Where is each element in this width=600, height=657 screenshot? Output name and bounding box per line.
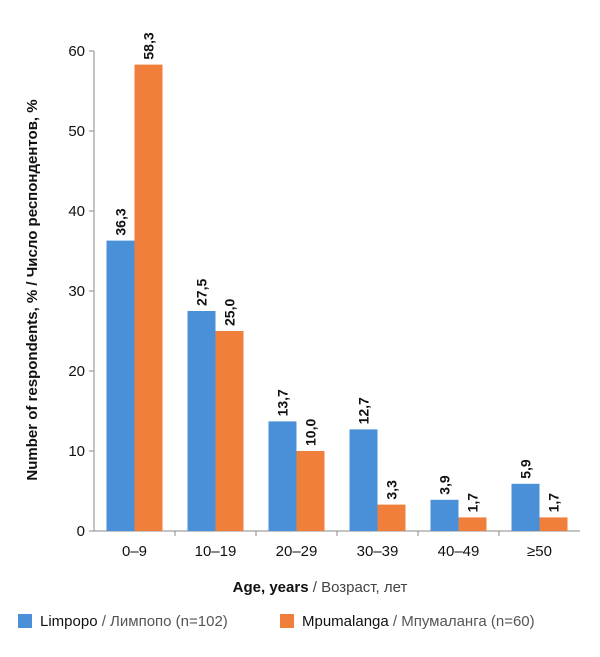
data-label-mpumalanga: 1,7 <box>465 493 481 513</box>
bar-mpumalanga <box>215 331 244 531</box>
data-label-limpopo: 5,9 <box>518 459 534 479</box>
legend-swatch-mpumalanga <box>280 614 294 628</box>
bar-mpumalanga <box>377 504 406 531</box>
y-tick-label: 30 <box>68 283 85 300</box>
legend-mpumalanga-main: Mpumalanga <box>302 613 389 630</box>
bar-mpumalanga <box>458 517 487 531</box>
x-tick-label: 0–9 <box>122 543 147 560</box>
data-label-mpumalanga: 25,0 <box>222 299 238 326</box>
x-tick-label: 10–19 <box>195 543 237 560</box>
legend-label-mpumalanga: Mpumalanga / Мпумаланга (n=60) <box>302 613 535 630</box>
x-tick-label: 30–39 <box>357 543 399 560</box>
y-axis-title-text: Number of respondents, % / Число респонд… <box>24 99 41 480</box>
bars <box>106 64 568 531</box>
y-ticks: 0 10 20 30 40 50 60 <box>68 43 94 540</box>
y-tick-label: 10 <box>68 443 85 460</box>
x-axis-title-main: Age, years <box>233 579 309 596</box>
legend-label-limpopo: Limpopo / Лимпопо (n=102) <box>40 613 228 630</box>
x-tick-label: 20–29 <box>276 543 318 560</box>
data-label-limpopo: 36,3 <box>113 208 129 235</box>
data-label-mpumalanga: 10,0 <box>303 419 319 446</box>
bar-mpumalanga <box>539 517 568 531</box>
legend-limpopo-main: Limpopo <box>40 613 98 630</box>
bar-limpopo <box>511 483 540 531</box>
data-label-mpumalanga: 3,3 <box>384 480 400 500</box>
x-ticks: 0–9 10–19 20–29 30–39 40–49 ≥50 <box>122 531 552 560</box>
bar-limpopo <box>430 499 459 531</box>
data-label-mpumalanga: 58,3 <box>141 32 157 59</box>
data-label-limpopo: 12,7 <box>356 397 372 424</box>
y-tick-label: 0 <box>77 523 85 540</box>
legend-swatch-limpopo <box>18 614 32 628</box>
y-tick-label: 20 <box>68 363 85 380</box>
bar-mpumalanga <box>134 64 163 531</box>
y-tick-label: 40 <box>68 203 85 220</box>
bar-limpopo <box>349 429 378 531</box>
bar-limpopo <box>187 311 216 531</box>
data-label-mpumalanga: 1,7 <box>546 493 562 513</box>
y-axis-title: Number of respondents, % / Число респонд… <box>24 99 41 480</box>
y-tick-label: 50 <box>68 123 85 140</box>
x-axis-title-secondary: / Возраст, лет <box>313 579 408 596</box>
data-label-limpopo: 3,9 <box>437 475 453 495</box>
y-tick-label: 60 <box>68 43 85 60</box>
bar-limpopo <box>268 421 297 531</box>
x-tick-label: 40–49 <box>438 543 480 560</box>
legend-mpumalanga-secondary: / Мпумаланга (n=60) <box>393 613 535 630</box>
legend-limpopo-secondary: / Лимпопо (n=102) <box>102 613 228 630</box>
legend: Limpopo / Лимпопо (n=102) Mpumalanga / М… <box>18 613 535 630</box>
data-label-limpopo: 27,5 <box>194 279 210 306</box>
data-labels: 36,3 58,3 27,5 25,0 13,7 10,0 12,7 3,3 3,9 1,7 5,9… <box>113 32 562 512</box>
x-tick-label: ≥50 <box>527 543 552 560</box>
bar-mpumalanga <box>296 451 325 531</box>
bar-limpopo <box>106 240 135 531</box>
data-label-limpopo: 13,7 <box>275 389 291 416</box>
x-axis-title: Age, years / Возраст, лет <box>233 579 408 596</box>
